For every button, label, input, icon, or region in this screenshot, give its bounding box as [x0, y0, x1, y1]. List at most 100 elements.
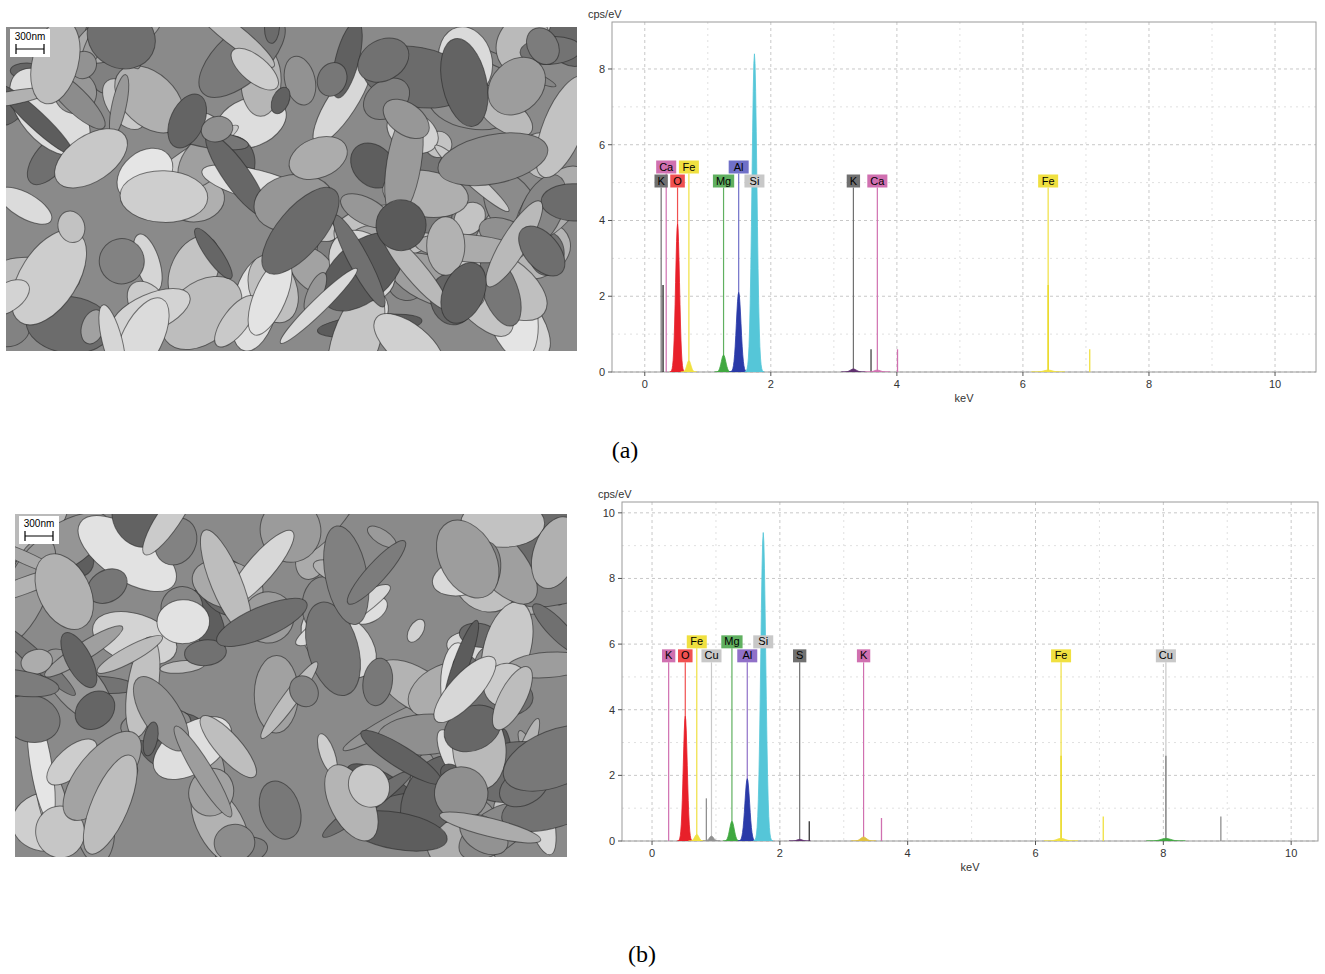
- flake: [312, 58, 352, 101]
- x-tick-label: 4: [905, 847, 911, 859]
- element-label-box: [656, 161, 676, 174]
- spectrum-chart: 02468100246810cps/eVkeVKOFeCuMgAlSiSKFeC…: [598, 488, 1318, 873]
- flake: [340, 756, 398, 815]
- element-line: [711, 662, 712, 841]
- flake: [93, 630, 166, 679]
- flake: [252, 776, 308, 845]
- element-label-box: [678, 649, 693, 662]
- element-label: Al: [734, 161, 744, 173]
- line-mark: [897, 349, 898, 372]
- flake: [350, 29, 417, 91]
- x-tick: [1163, 841, 1164, 845]
- peak: [1031, 370, 1064, 372]
- element-line: [731, 648, 732, 841]
- y-tick: [618, 841, 622, 842]
- element-label-box: [753, 635, 773, 648]
- grid-line: [770, 22, 771, 372]
- element-label-box: [679, 161, 699, 174]
- flake: [76, 27, 166, 81]
- x-tick-label: 6: [1032, 847, 1038, 859]
- y-tick: [608, 144, 612, 145]
- flake: [437, 806, 543, 849]
- y-tick: [618, 512, 622, 513]
- minor-grid-line: [622, 545, 1318, 546]
- y-tick: [608, 220, 612, 221]
- flake: [540, 182, 577, 222]
- element-label: Si: [758, 635, 768, 647]
- x-tick: [1148, 372, 1149, 376]
- line-mark: [1165, 756, 1166, 841]
- grid-line: [1163, 502, 1164, 841]
- flake: [275, 263, 362, 348]
- x-tick: [1291, 841, 1292, 845]
- grid-line: [622, 512, 1318, 513]
- flake: [15, 688, 66, 749]
- grid-line: [612, 68, 1316, 69]
- element-label-box: [744, 175, 764, 188]
- flake: [189, 224, 237, 283]
- scale-bar: [16, 44, 44, 54]
- line-mark: [870, 349, 871, 372]
- grid-line: [622, 709, 1318, 710]
- element-label-box: [670, 175, 685, 188]
- flake: [284, 670, 324, 712]
- x-tick-label: 10: [1285, 847, 1297, 859]
- element-label: O: [673, 175, 682, 187]
- scale-label: 300nm: [24, 518, 55, 529]
- x-tick-label: 4: [894, 378, 900, 390]
- flake: [432, 255, 495, 330]
- line-mark: [1060, 756, 1061, 841]
- grid-line: [779, 502, 780, 841]
- element-line: [688, 174, 689, 373]
- flake: [135, 514, 203, 561]
- element-label-box: [713, 175, 734, 188]
- y-tick-label: 4: [609, 704, 615, 716]
- minor-grid-line: [612, 106, 1316, 107]
- flake: [433, 34, 495, 131]
- element-label: Mg: [716, 175, 731, 187]
- grid-line: [622, 775, 1318, 776]
- minor-grid-line: [1227, 502, 1228, 841]
- x-axis-title: keV: [961, 861, 981, 873]
- flake: [192, 708, 264, 785]
- x-tick: [1275, 372, 1276, 376]
- x-tick: [644, 372, 645, 376]
- peak: [789, 839, 810, 841]
- element-line: [1060, 662, 1061, 841]
- x-tick: [779, 841, 780, 845]
- minor-grid-line: [1085, 22, 1086, 372]
- flake: [520, 27, 566, 71]
- x-axis-title: keV: [955, 392, 975, 404]
- sem-image: [6, 27, 577, 351]
- flake: [523, 514, 567, 595]
- flake: [105, 73, 132, 138]
- flake: [23, 544, 105, 639]
- line-mark: [1089, 349, 1090, 372]
- minor-grid-line: [1099, 502, 1100, 841]
- peak: [681, 361, 697, 372]
- flake: [54, 208, 89, 246]
- element-line: [1048, 188, 1049, 373]
- grid-line: [1035, 502, 1036, 841]
- element-label: K: [850, 175, 858, 187]
- element-label-box: [857, 649, 870, 662]
- line-mark: [662, 285, 663, 372]
- element-label: Fe: [690, 635, 703, 647]
- peak: [865, 370, 890, 372]
- element-label: Fe: [1042, 175, 1055, 187]
- minor-grid-line: [622, 808, 1318, 809]
- peak: [723, 821, 741, 841]
- flake: [283, 128, 354, 187]
- y-tick-label: 2: [599, 290, 605, 302]
- y-tick: [608, 372, 612, 373]
- flake: [372, 196, 431, 255]
- y-tick-label: 10: [603, 507, 615, 519]
- minor-grid-line: [1212, 22, 1213, 372]
- element-label-box: [654, 175, 667, 188]
- element-label-box: [729, 161, 749, 174]
- element-label: Fe: [1055, 649, 1068, 661]
- x-tick-label: 2: [768, 378, 774, 390]
- flake: [264, 27, 281, 44]
- flake: [485, 661, 541, 735]
- element-labels: KCaOFeMgAlSiKCaFe: [654, 161, 1058, 188]
